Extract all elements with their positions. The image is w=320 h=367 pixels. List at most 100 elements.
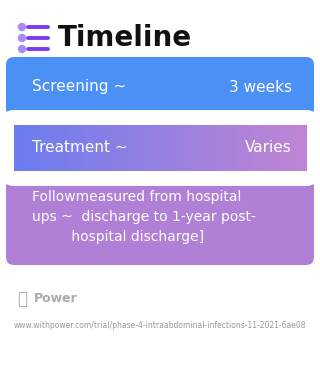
- Bar: [189, 125, 192, 171]
- Bar: [281, 125, 283, 171]
- Bar: [36, 125, 38, 171]
- Bar: [176, 125, 178, 171]
- Bar: [123, 125, 125, 171]
- Bar: [47, 125, 50, 171]
- Bar: [22, 125, 24, 171]
- Bar: [90, 125, 92, 171]
- Bar: [248, 125, 250, 171]
- Bar: [113, 125, 116, 171]
- Bar: [294, 125, 297, 171]
- FancyBboxPatch shape: [6, 57, 314, 117]
- Bar: [96, 125, 98, 171]
- Bar: [68, 125, 71, 171]
- Bar: [203, 125, 205, 171]
- Bar: [28, 125, 30, 171]
- Bar: [257, 125, 260, 171]
- Bar: [209, 125, 211, 171]
- Bar: [250, 125, 252, 171]
- Bar: [108, 125, 110, 171]
- Text: ⑆: ⑆: [17, 290, 27, 308]
- Bar: [20, 125, 22, 171]
- Bar: [135, 125, 137, 171]
- Bar: [219, 125, 221, 171]
- Bar: [67, 125, 69, 171]
- Bar: [102, 125, 104, 171]
- Bar: [78, 125, 81, 171]
- Bar: [230, 125, 233, 171]
- Bar: [216, 125, 219, 171]
- Bar: [14, 125, 16, 171]
- Bar: [170, 125, 172, 171]
- Bar: [70, 125, 73, 171]
- Bar: [185, 125, 188, 171]
- Bar: [140, 125, 143, 171]
- Bar: [273, 125, 275, 171]
- Bar: [212, 125, 215, 171]
- Text: Timeline: Timeline: [58, 24, 192, 52]
- Bar: [259, 125, 262, 171]
- Bar: [244, 125, 246, 171]
- Bar: [286, 125, 289, 171]
- Bar: [59, 125, 61, 171]
- Bar: [31, 125, 34, 171]
- Bar: [283, 125, 285, 171]
- Bar: [45, 125, 48, 171]
- Bar: [183, 125, 186, 171]
- Bar: [115, 125, 118, 171]
- Bar: [129, 125, 131, 171]
- FancyBboxPatch shape: [6, 177, 314, 265]
- Bar: [121, 125, 124, 171]
- Bar: [302, 125, 305, 171]
- Bar: [49, 125, 52, 171]
- Bar: [220, 125, 223, 171]
- Bar: [166, 125, 168, 171]
- Bar: [94, 125, 96, 171]
- Bar: [304, 125, 307, 171]
- Bar: [111, 125, 114, 171]
- Bar: [43, 125, 46, 171]
- Bar: [253, 125, 256, 171]
- Bar: [252, 125, 254, 171]
- Bar: [74, 125, 77, 171]
- Bar: [291, 125, 293, 171]
- Bar: [109, 125, 112, 171]
- Bar: [207, 125, 209, 171]
- Bar: [57, 125, 59, 171]
- Bar: [195, 125, 197, 171]
- Bar: [296, 125, 299, 171]
- Bar: [214, 125, 217, 171]
- Bar: [174, 125, 176, 171]
- Bar: [61, 125, 63, 171]
- Bar: [191, 125, 194, 171]
- Bar: [117, 125, 120, 171]
- Bar: [131, 125, 133, 171]
- Bar: [65, 125, 67, 171]
- Bar: [178, 125, 180, 171]
- Bar: [142, 125, 145, 171]
- Bar: [76, 125, 79, 171]
- Bar: [160, 125, 163, 171]
- Bar: [240, 125, 242, 171]
- Bar: [146, 125, 149, 171]
- Bar: [18, 125, 20, 171]
- Bar: [300, 125, 303, 171]
- Bar: [37, 125, 40, 171]
- Bar: [271, 125, 273, 171]
- Bar: [154, 125, 156, 171]
- Bar: [187, 125, 190, 171]
- Bar: [261, 125, 264, 171]
- Bar: [292, 125, 295, 171]
- Bar: [41, 125, 44, 171]
- Bar: [228, 125, 231, 171]
- Bar: [148, 125, 151, 171]
- Bar: [164, 125, 166, 171]
- Bar: [224, 125, 227, 171]
- Bar: [144, 125, 147, 171]
- Bar: [137, 125, 139, 171]
- Bar: [232, 125, 235, 171]
- Bar: [133, 125, 135, 171]
- Bar: [53, 125, 55, 171]
- Bar: [284, 125, 287, 171]
- Text: Followmeasured from hospital
ups ~  discharge to 1-year post-
         hospital : Followmeasured from hospital ups ~ disch…: [32, 190, 256, 243]
- Bar: [275, 125, 277, 171]
